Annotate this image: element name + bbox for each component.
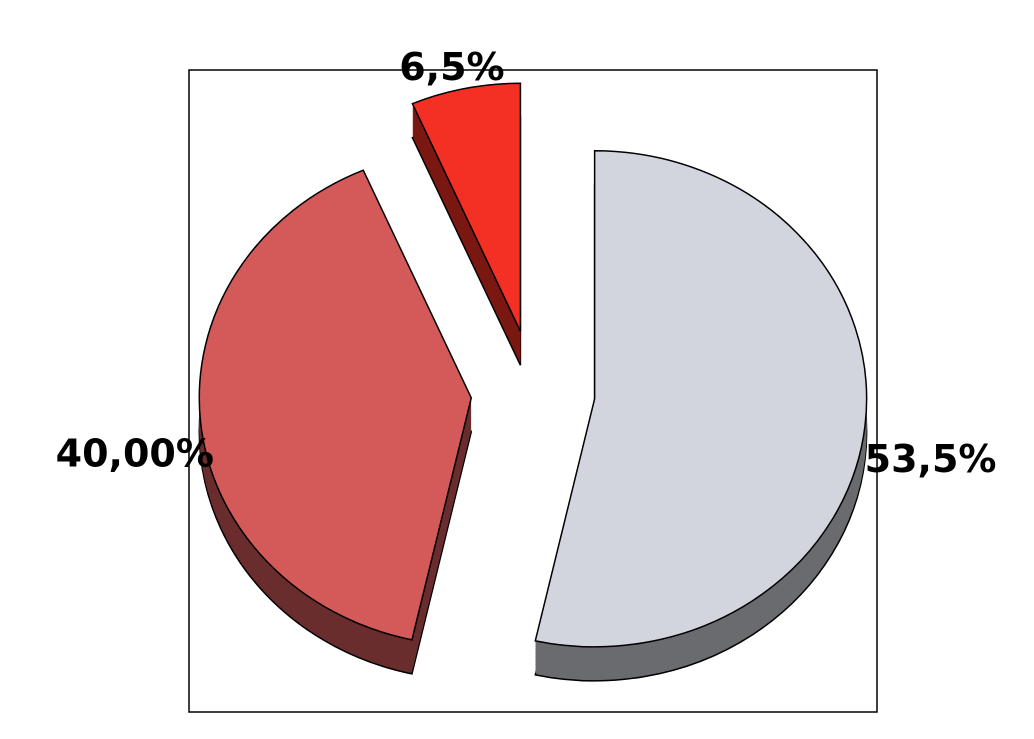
data-label: 53,5% <box>865 437 997 481</box>
chart: 53,5% 40,00% 6,5% <box>0 0 1034 739</box>
data-label: 40,00% <box>56 431 214 475</box>
data-label: 6,5% <box>399 45 504 89</box>
pie-slice <box>412 83 520 331</box>
